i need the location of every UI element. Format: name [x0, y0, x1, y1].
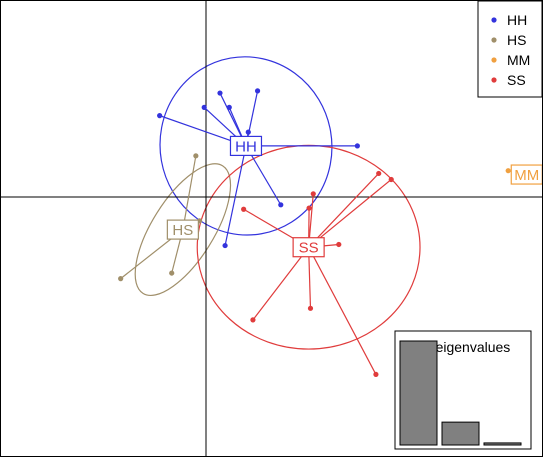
legend: HH HS MM SS [477, 0, 543, 98]
hs-point [193, 153, 199, 159]
ss-point [310, 191, 316, 197]
legend-label-hh: HH [507, 12, 527, 28]
hh-spoke [224, 145, 247, 246]
hs-inertia-ellipse [134, 163, 232, 297]
ss-point [250, 317, 256, 323]
legend-box [477, 0, 543, 98]
ss-spoke [308, 173, 380, 248]
hh-label-text: HH [235, 138, 257, 155]
group-labels: HH HS MM SS [166, 135, 543, 258]
hs-centroid-label: HS [166, 219, 199, 240]
hh-point [278, 202, 284, 208]
hs-label-text: HS [172, 222, 193, 239]
legend-marker-hh [491, 17, 497, 23]
mm-point [505, 168, 511, 174]
ss-point [306, 205, 312, 211]
legend-label-hs: HS [507, 32, 526, 48]
hs-spoke [182, 155, 197, 230]
ss-point [307, 305, 314, 311]
hh-point [217, 90, 223, 96]
ss-centroid-label: SS [292, 237, 325, 258]
hs-label-box [166, 219, 199, 240]
group-points [118, 88, 543, 378]
eigenvalue-bar [483, 442, 522, 446]
hh-point [201, 104, 207, 110]
hs-point [118, 276, 124, 282]
hh-centroid-label: HH [229, 135, 263, 157]
mm-label-text: MM [514, 167, 539, 184]
ss-point [376, 170, 382, 177]
legend-label-ss: SS [507, 72, 526, 88]
legend-label-mm: MM [507, 52, 530, 68]
hh-inertia-ellipse [159, 56, 333, 236]
hh-point [157, 113, 163, 119]
hh-point [354, 143, 360, 149]
hh-point [226, 104, 232, 110]
ss-spoke [308, 179, 392, 248]
legend-marker-hs [491, 37, 497, 43]
ss-spoke [308, 246, 377, 375]
legend-marker-ss [491, 77, 497, 83]
eigenvalue-bar [399, 340, 438, 446]
ss-point [388, 176, 394, 183]
eigenvalue-bar [441, 421, 480, 446]
legend-marker-mm [491, 57, 497, 63]
ss-spoke [252, 246, 310, 321]
hs-point [169, 270, 175, 276]
eigenvalues-inset: DA eigenvalues [394, 330, 532, 450]
hh-label-box [229, 135, 263, 157]
mm-centroid-label: MM [510, 164, 543, 185]
hh-point [254, 88, 261, 94]
hh-point [222, 242, 228, 249]
ss-spoke [308, 247, 312, 309]
ss-point [241, 206, 247, 212]
ss-point [336, 241, 342, 248]
hh-point [245, 129, 251, 135]
ss-point [373, 371, 379, 378]
ss-label-text: SS [299, 240, 319, 257]
ss-label-box [292, 237, 325, 258]
